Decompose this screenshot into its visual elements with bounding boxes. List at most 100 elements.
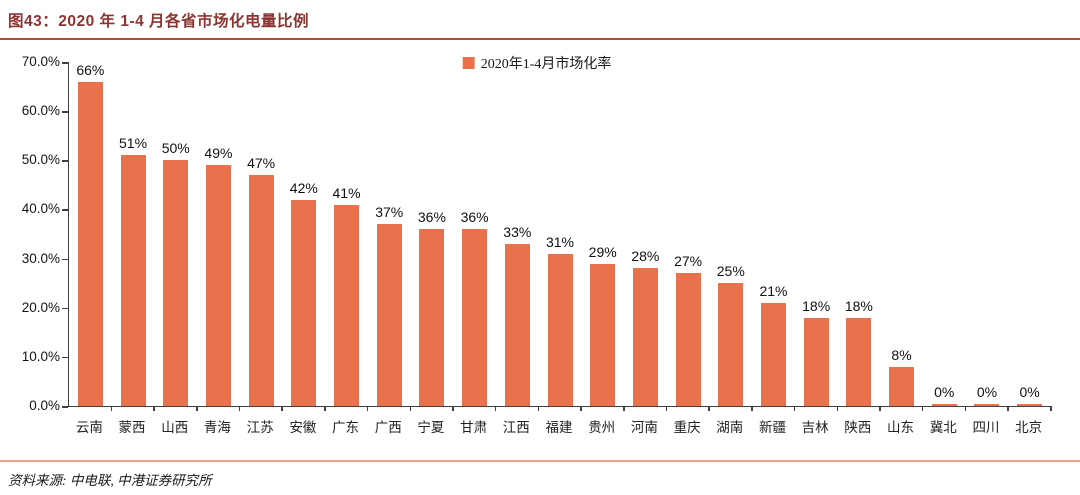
x-axis-label: 新疆 [758, 420, 786, 435]
bar-value-label: 42% [289, 179, 318, 196]
bar [803, 317, 829, 406]
x-axis-label: 山西 [161, 420, 189, 435]
y-axis-tick-label: 10.0% [21, 348, 60, 364]
y-axis-tick-label: 60.0% [21, 103, 60, 119]
x-tick-mark [153, 406, 155, 411]
bar [931, 404, 957, 406]
bar [462, 229, 488, 406]
x-axis-label: 北京 [1015, 420, 1043, 435]
bar-value-label: 0% [976, 384, 998, 400]
x-tick-mark [196, 406, 198, 411]
bar-value-label: 31% [545, 233, 574, 250]
bar-value-label: 28% [631, 248, 660, 265]
x-axis-label: 山东 [887, 420, 915, 435]
x-tick-mark [751, 406, 753, 411]
x-axis-label: 四川 [972, 420, 1000, 435]
footer-divider [0, 460, 1080, 462]
figure-footer: 资料来源: 中电联, 中港证券研究所 [0, 460, 1080, 489]
bar [632, 268, 658, 406]
bar-value-label: 18% [844, 297, 873, 314]
x-tick-mark [793, 406, 796, 411]
x-axis-label: 蒙西 [118, 420, 146, 435]
plot-area: 66% 51% 50% 49% 47% 42% 41% 37% 36% 36% 33% 31% 29% 2… [68, 62, 1052, 411]
x-axis-label: 吉林 [801, 420, 829, 435]
x-axis-label: 陕西 [844, 420, 872, 435]
x-axis-label: 青海 [203, 420, 231, 435]
x-tick-mark [665, 406, 668, 411]
x-axis-label: 重庆 [673, 420, 701, 435]
y-tick-mark [62, 209, 68, 211]
x-axis-label: 云南 [75, 420, 103, 435]
bar-value-label: 21% [759, 282, 788, 299]
y-tick-mark [62, 111, 68, 113]
bar [504, 243, 530, 406]
bar [590, 263, 616, 406]
bar [547, 253, 573, 406]
bar-value-label: 18% [802, 297, 831, 314]
bar-value-label: 41% [332, 184, 361, 201]
x-axis-label: 湖南 [716, 420, 744, 435]
x-tick-mark [708, 406, 710, 411]
x-axis-label: 安徽 [289, 420, 317, 435]
y-tick-mark [62, 62, 68, 64]
bar [120, 155, 146, 406]
bar [419, 229, 445, 406]
bar [376, 224, 402, 406]
x-tick-mark [964, 406, 967, 411]
bar-value-label: 36% [460, 209, 489, 226]
y-tick-mark [62, 406, 68, 408]
bar-value-label: 36% [417, 209, 446, 226]
bar [163, 160, 189, 406]
bar-value-label: 0% [1019, 384, 1040, 400]
x-tick-mark [1050, 406, 1052, 411]
bar [974, 404, 1000, 406]
y-axis-tick-label: 30.0% [21, 250, 60, 266]
y-tick-mark [62, 307, 68, 310]
bar [1017, 404, 1043, 406]
bar [291, 199, 317, 406]
x-tick-mark [324, 406, 326, 411]
y-axis-tick-label: 0.0% [29, 398, 60, 413]
bar-value-label: 33% [503, 223, 532, 240]
bar-value-label: 37% [375, 204, 404, 221]
bar-value-label: 27% [674, 253, 703, 270]
x-tick-mark [409, 406, 412, 411]
x-tick-mark [238, 406, 241, 411]
x-axis-label: 河南 [630, 420, 658, 435]
x-tick-mark [110, 406, 113, 411]
y-axis-tick-label: 40.0% [21, 201, 60, 217]
x-tick-mark [494, 406, 497, 411]
bar-value-label: 47% [247, 155, 276, 172]
y-tick-mark [62, 258, 68, 261]
x-tick-mark [1007, 406, 1009, 411]
y-axis-tick-label: 50.0% [21, 152, 60, 168]
x-axis-label: 福建 [545, 420, 573, 435]
x-axis-label: 宁夏 [417, 420, 445, 435]
x-axis-label: 江苏 [246, 420, 274, 435]
bar-value-label: 29% [588, 243, 617, 260]
x-tick-mark [921, 406, 924, 411]
bar-value-label: 8% [891, 346, 912, 363]
bar [77, 81, 103, 406]
y-axis-tick-label: 70.0% [21, 54, 60, 69]
x-axis-label: 江西 [502, 420, 530, 435]
x-tick-mark [537, 406, 540, 411]
legend-label: 2020年1-4月市场化率 [480, 57, 612, 72]
bar-value-label: 50% [161, 140, 190, 157]
bar [889, 366, 915, 406]
bar [675, 273, 701, 406]
bar-value-label: 51% [119, 135, 148, 152]
figure-title: 图43：2020 年 1-4 月各省市场化电量比例 [8, 13, 310, 30]
chart-legend: 2020年1-4月市场化率 [462, 53, 612, 73]
bar-value-label: 49% [204, 145, 233, 162]
legend-swatch-icon [462, 57, 475, 69]
bar-value-label: 0% [934, 384, 955, 400]
x-axis-label: 广东 [332, 420, 360, 435]
x-axis-label: 冀北 [929, 420, 957, 435]
x-tick-mark [879, 406, 881, 411]
x-tick-mark [281, 406, 283, 411]
x-axis-label: 甘肃 [460, 420, 488, 435]
bar [846, 317, 872, 406]
bar [334, 204, 360, 406]
